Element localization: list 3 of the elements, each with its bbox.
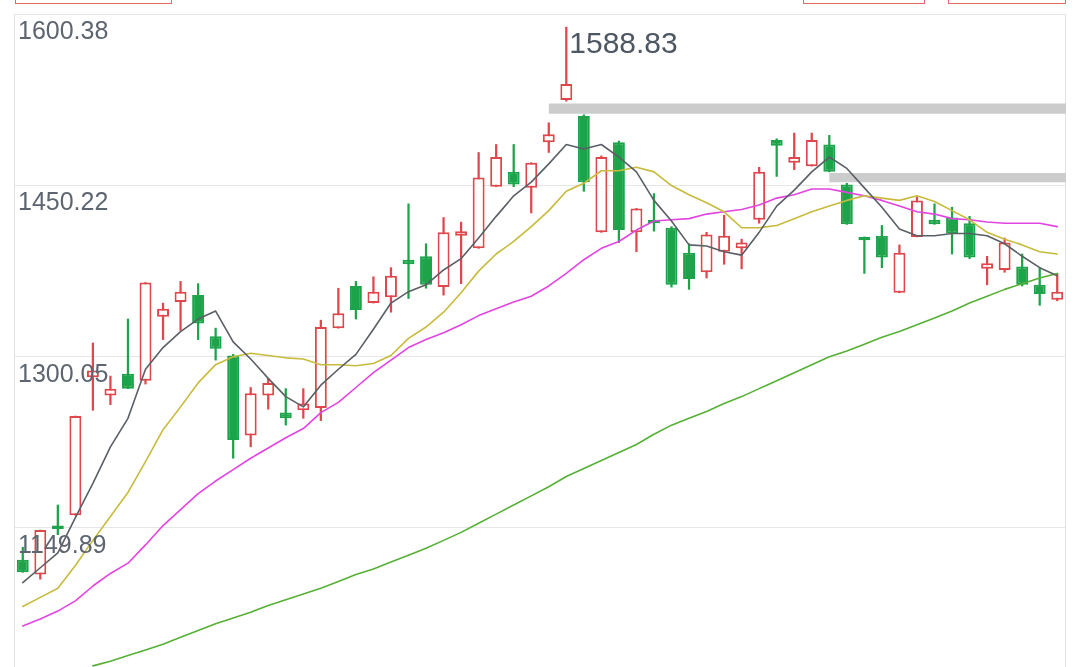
annotation: 1588.83 — [569, 26, 678, 60]
y-tick-label: 1450.22 — [18, 187, 109, 216]
y-tick-label: 1600.38 — [18, 16, 109, 44]
